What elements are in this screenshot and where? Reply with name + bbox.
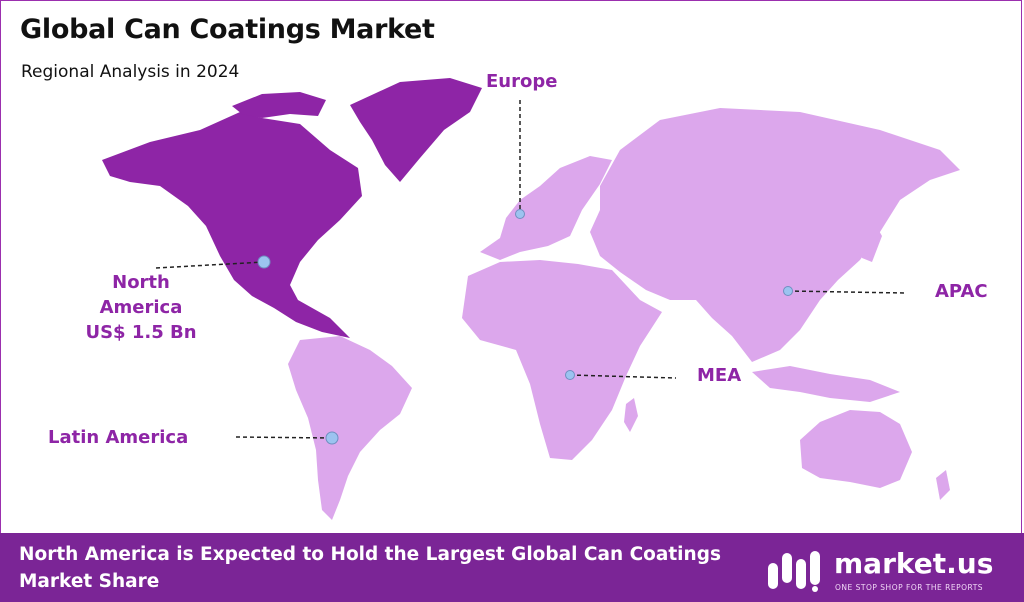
label-north-america: North America US$ 1.5 Bn [56,270,226,345]
leader-line-apac [787,290,905,294]
label-north-america-line1: North [112,272,170,293]
leader-line-latin-america [235,436,333,439]
page-subtitle: Regional Analysis in 2024 [21,62,240,82]
page-title: Global Can Coatings Market [20,14,435,45]
region-greenland [350,78,482,182]
region-mea [462,260,662,460]
footer-banner: North America is Expected to Hold the La… [0,533,1024,602]
region-se-asia-islands [752,366,900,402]
footer-text: North America is Expected to Hold the La… [19,544,721,592]
marker-latin-america [325,431,339,445]
world-map [102,78,960,520]
marker-north-america [257,255,271,269]
marker-mea [565,370,575,380]
label-north-america-value: US$ 1.5 Bn [85,322,197,343]
label-latin-america: Latin America [48,427,189,448]
brand-tagline: ONE STOP SHOP FOR THE REPORTS [835,583,984,592]
label-mea: MEA [697,365,742,386]
region-latin-america [288,336,412,520]
region-australia [800,410,912,488]
region-apac [590,108,960,362]
region-madagascar [624,398,638,432]
brand-logo: market.us ONE STOP SHOP FOR THE REPORTS [766,545,1016,595]
marker-europe [515,209,525,219]
label-north-america-line2: America [99,297,183,318]
marker-apac [783,286,793,296]
label-apac: APAC [935,281,988,302]
region-europe [480,156,612,260]
market-us-logo-icon [768,551,820,592]
brand-name: market.us [834,547,994,580]
region-japan [860,222,882,262]
region-arctic-islands [232,92,326,118]
region-north-america [102,112,362,338]
leader-line-mea [569,374,677,379]
label-europe: Europe [486,71,558,92]
region-new-zealand [936,470,950,500]
